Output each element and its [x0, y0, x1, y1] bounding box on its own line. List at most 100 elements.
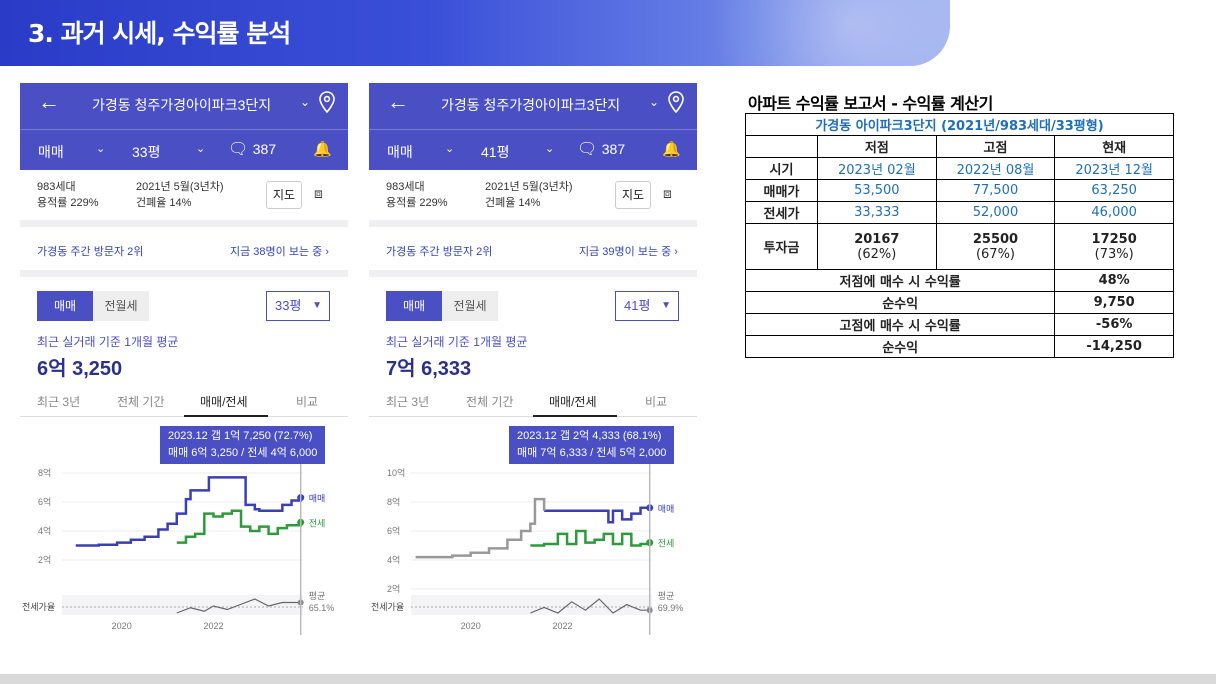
divider	[20, 220, 348, 227]
share-icon[interactable]: ⧈	[314, 185, 323, 201]
visitor-rank[interactable]: 가경동 주간 방문자 2위	[37, 246, 144, 258]
page-title: 3. 과거 시세, 수익률 분석	[28, 19, 291, 48]
households: 983세대	[386, 181, 425, 193]
y-tick-label: 4억	[38, 525, 51, 536]
ratio-line	[176, 598, 301, 614]
cell: 53,500	[817, 179, 937, 202]
table-header-row: 저점 고점 현재	[745, 135, 1174, 158]
divider	[369, 220, 697, 227]
deal-type-dropdown[interactable]: 매매	[38, 144, 64, 160]
talk-button[interactable]: 🗨 387	[577, 139, 625, 159]
series-line-1	[176, 509, 302, 544]
back-arrow-icon[interactable]: ←	[387, 89, 409, 114]
report-title: 아파트 수익률 보고서 - 수익률 계산기	[748, 94, 993, 113]
summary-row: 순수익 9,750	[744, 291, 1174, 314]
deal-type-dropdown[interactable]: 매매	[387, 144, 413, 160]
segment-sale[interactable]: 매매	[37, 291, 93, 321]
chevron-down-icon[interactable]: ⌄	[299, 95, 310, 109]
size-dropdown[interactable]: 41평	[481, 144, 510, 160]
cell: 46,000	[1054, 201, 1174, 224]
visitor-rank[interactable]: 가경동 주간 방문자 2위	[386, 246, 493, 258]
map-pin-icon[interactable]	[318, 91, 336, 113]
segment-rent[interactable]: 전월세	[93, 291, 149, 321]
summary-value: -14,250	[1054, 335, 1174, 358]
ratio-label: 전세가율	[371, 602, 404, 612]
segment-rent[interactable]: 전월세	[442, 291, 498, 321]
bell-icon[interactable]: 🔔	[313, 141, 332, 158]
chat-bubble-icon: 🗨	[228, 141, 249, 158]
header-cell: 현재	[1054, 135, 1174, 158]
summary-value: 48%	[1054, 269, 1174, 292]
tooltip-line2: 매매 6억 3,250 / 전세 4억 6,000	[168, 447, 318, 459]
series-label: 전세	[309, 518, 326, 528]
summary-row: 저점에 매수 시 수익률 48%	[744, 269, 1174, 292]
map-button[interactable]: 지도	[615, 181, 651, 209]
built-date: 2021년 5월(3년차)	[485, 181, 573, 193]
active-tab-indicator	[533, 415, 617, 417]
summary-row: 고점에 매수 시 수익률 -56%	[744, 313, 1174, 336]
tooltip-line1: 2023.12 갭 1억 7,250 (72.7%)	[168, 430, 313, 442]
filter-row: 매매 ⌄ 41평 ⌄ 🗨 387 🔔	[369, 129, 697, 170]
avg-label: 최근 실거래 기준 1개월 평균	[37, 335, 179, 349]
cell: 63,250	[1054, 179, 1174, 202]
chevron-down-icon[interactable]: ⌄	[648, 95, 659, 109]
size-select[interactable]: 41평 ▼	[615, 291, 679, 321]
back-arrow-icon[interactable]: ←	[38, 89, 60, 114]
table-row: 전세가 33,333 52,000 46,000	[745, 201, 1174, 224]
chevron-down-icon[interactable]: ⌄	[545, 143, 555, 155]
talk-button[interactable]: 🗨 387	[228, 139, 276, 159]
tab-2[interactable]: 매매/전세	[549, 395, 597, 409]
invest-value: 17250	[1091, 231, 1137, 247]
segment-sale[interactable]: 매매	[386, 291, 442, 321]
invest-pct: (62%)	[857, 246, 897, 262]
tab-1[interactable]: 전체 기간	[466, 395, 514, 409]
size-select[interactable]: 33평 ▼	[266, 291, 330, 321]
chevron-down-icon[interactable]: ⌄	[96, 143, 106, 155]
tab-0[interactable]: 최근 3년	[386, 395, 430, 409]
viewing-now-link[interactable]: 지금 39명이 보는 중 ›	[579, 246, 678, 258]
map-button[interactable]: 지도	[266, 181, 302, 209]
panel-header: ← 가경동 청주가경아이파크3단지 ⌄ 매매 ⌄ 33평 ⌄ 🗨 387 🔔	[20, 83, 348, 170]
summary-label: 순수익	[744, 291, 1056, 314]
tab-3[interactable]: 비교	[296, 395, 319, 409]
bell-icon[interactable]: 🔔	[662, 141, 681, 158]
deal-segment: 매매 전월세	[37, 291, 149, 321]
invest-pct: (73%)	[1094, 246, 1134, 262]
avg-value: 6억 3,250	[37, 358, 123, 380]
talk-count: 387	[252, 141, 277, 157]
caret-down-icon: ▼	[312, 300, 322, 311]
share-icon[interactable]: ⧈	[663, 185, 672, 201]
tab-2[interactable]: 매매/전세	[200, 395, 248, 409]
info-left: 983세대 용적률 229%	[37, 179, 99, 211]
complex-title[interactable]: 가경동 청주가경아이파크3단지	[92, 97, 272, 113]
cell: 25500 (67%)	[935, 223, 1056, 270]
filter-row: 매매 ⌄ 33평 ⌄ 🗨 387 🔔	[20, 129, 348, 170]
households: 983세대	[37, 181, 76, 193]
tab-0[interactable]: 최근 3년	[37, 395, 81, 409]
chevron-down-icon[interactable]: ⌄	[445, 143, 455, 155]
viewing-now-link[interactable]: 지금 38명이 보는 중 ›	[230, 246, 329, 258]
panel-header: ← 가경동 청주가경아이파크3단지 ⌄ 매매 ⌄ 41평 ⌄ 🗨 387 🔔	[369, 83, 697, 170]
x-tick-label: 2022	[552, 621, 572, 631]
summary-label: 고점에 매수 시 수익률	[744, 313, 1056, 336]
map-pin-icon[interactable]	[667, 91, 685, 113]
y-tick-label: 8억	[38, 467, 51, 478]
header-cell: 저점	[817, 135, 937, 158]
y-tick-label: 8억	[387, 496, 400, 507]
deal-segment: 매매 전월세	[386, 291, 498, 321]
series-label: 매매	[309, 494, 326, 504]
info-right: 2021년 5월(3년차) 건폐율 14%	[136, 179, 224, 211]
row-label: 전세가	[745, 201, 818, 224]
summary-value: 9,750	[1054, 291, 1174, 314]
complex-title[interactable]: 가경동 청주가경아이파크3단지	[441, 97, 621, 113]
summary-value: -56%	[1054, 313, 1174, 336]
size-dropdown[interactable]: 33평	[132, 144, 161, 160]
tab-1[interactable]: 전체 기간	[117, 395, 165, 409]
divider	[20, 270, 348, 277]
chevron-down-icon[interactable]: ⌄	[196, 143, 206, 155]
tab-3[interactable]: 비교	[645, 395, 668, 409]
report-table: 가경동 아이파크3단지 (2021년/983세대/33평형) 저점 고점 현재 …	[744, 113, 1174, 358]
talk-count: 387	[601, 141, 626, 157]
size-select-value: 33평	[275, 298, 302, 313]
